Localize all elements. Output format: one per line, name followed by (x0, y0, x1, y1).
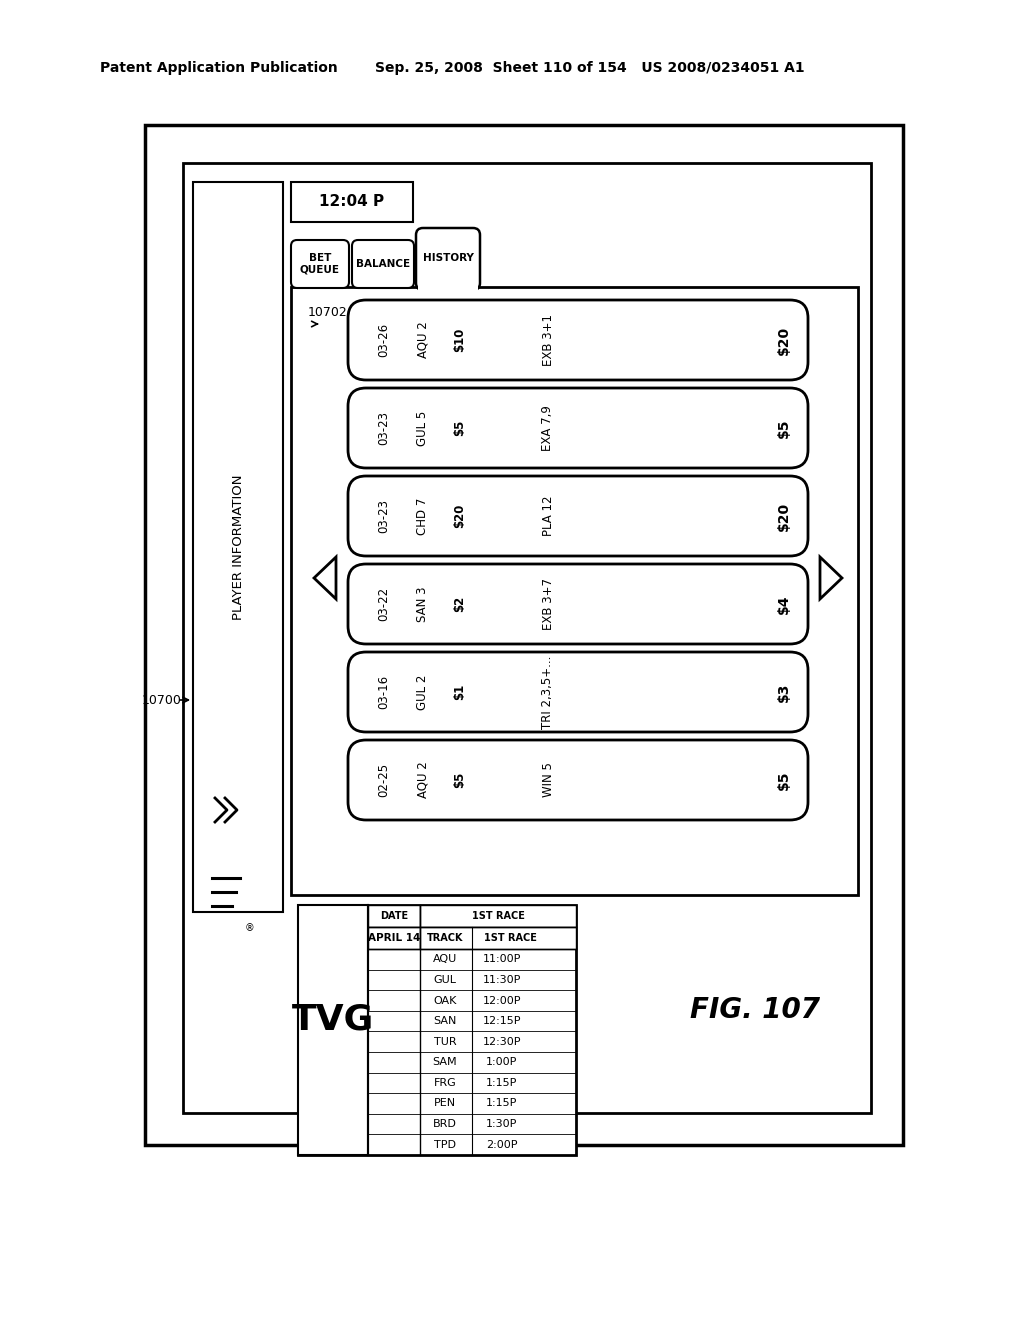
FancyBboxPatch shape (291, 240, 349, 288)
Text: FRG: FRG (433, 1078, 457, 1088)
Text: TRI 2,3,5+...: TRI 2,3,5+... (542, 655, 555, 729)
Text: 1:15P: 1:15P (486, 1098, 518, 1109)
Text: AQU 2: AQU 2 (417, 762, 429, 799)
Text: $20: $20 (454, 504, 467, 528)
Bar (145, 125, 903, 1144)
Text: $20: $20 (777, 326, 791, 355)
Bar (183, 162, 871, 1113)
Text: GUL 5: GUL 5 (417, 411, 429, 446)
Text: 12:00P: 12:00P (482, 995, 521, 1006)
FancyBboxPatch shape (348, 741, 808, 820)
FancyBboxPatch shape (352, 240, 414, 288)
Bar (420, 927, 575, 949)
Text: EXA 7,9: EXA 7,9 (542, 405, 555, 451)
Text: $3: $3 (777, 682, 791, 702)
Text: $5: $5 (454, 420, 467, 436)
Text: $5: $5 (454, 772, 467, 788)
Polygon shape (314, 557, 336, 599)
FancyBboxPatch shape (348, 652, 808, 733)
Text: BRD: BRD (433, 1119, 457, 1129)
Text: TPD: TPD (434, 1139, 456, 1150)
Text: $10: $10 (454, 327, 467, 352)
Text: 12:15P: 12:15P (482, 1016, 521, 1026)
Text: 02-25: 02-25 (378, 763, 390, 797)
Text: 1ST RACE: 1ST RACE (483, 933, 537, 942)
Bar (368, 906, 420, 927)
Text: $2: $2 (454, 595, 467, 612)
Text: Sep. 25, 2008  Sheet 110 of 154   US 2008/0234051 A1: Sep. 25, 2008 Sheet 110 of 154 US 2008/0… (375, 61, 805, 75)
Text: HISTORY: HISTORY (423, 253, 473, 263)
Polygon shape (820, 557, 842, 599)
Text: GUL: GUL (433, 975, 457, 985)
FancyBboxPatch shape (348, 300, 808, 380)
FancyBboxPatch shape (416, 228, 480, 290)
Text: $20: $20 (777, 502, 791, 531)
Bar (291, 286, 858, 895)
Text: 10702: 10702 (308, 305, 348, 318)
Bar (291, 182, 413, 222)
Text: 1ST RACE: 1ST RACE (472, 911, 524, 921)
Text: SAN: SAN (433, 1016, 457, 1026)
Bar (193, 182, 283, 912)
Text: AQU: AQU (433, 954, 457, 965)
Text: DATE: DATE (380, 911, 408, 921)
Text: 03-23: 03-23 (378, 411, 390, 445)
Text: 1:15P: 1:15P (486, 1078, 518, 1088)
FancyBboxPatch shape (348, 564, 808, 644)
Text: FIG. 107: FIG. 107 (690, 997, 820, 1024)
Text: 03-16: 03-16 (378, 675, 390, 709)
Text: OAK: OAK (433, 995, 457, 1006)
Text: $1: $1 (454, 684, 467, 700)
Text: BALANCE: BALANCE (356, 259, 410, 269)
Text: 2:00P: 2:00P (486, 1139, 518, 1150)
Text: 12:04 P: 12:04 P (319, 194, 385, 210)
Text: BET
QUEUE: BET QUEUE (300, 253, 340, 275)
Text: GUL 2: GUL 2 (417, 675, 429, 710)
Bar (298, 906, 368, 1155)
Text: PEN: PEN (434, 1098, 456, 1109)
Text: ®: ® (245, 923, 255, 933)
Text: 10700: 10700 (142, 693, 182, 706)
Text: $5: $5 (777, 771, 791, 789)
Bar (418, 282, 478, 294)
Text: 11:30P: 11:30P (482, 975, 521, 985)
Bar (368, 927, 420, 949)
Text: 03-23: 03-23 (378, 499, 390, 533)
Text: 03-26: 03-26 (378, 323, 390, 358)
FancyBboxPatch shape (348, 388, 808, 469)
Text: 12:30P: 12:30P (482, 1036, 521, 1047)
Bar (298, 906, 575, 1155)
Text: EXB 3+1: EXB 3+1 (542, 314, 555, 366)
Text: CHD 7: CHD 7 (417, 498, 429, 535)
Text: 03-22: 03-22 (378, 587, 390, 622)
Text: TUR: TUR (434, 1036, 457, 1047)
Text: EXB 3+7: EXB 3+7 (542, 578, 555, 630)
Text: Patent Application Publication: Patent Application Publication (100, 61, 338, 75)
Text: $4: $4 (777, 594, 791, 614)
Text: TVG: TVG (292, 1003, 374, 1038)
Text: AQU 2: AQU 2 (417, 322, 429, 358)
Text: $5: $5 (777, 418, 791, 438)
Text: APRIL 14: APRIL 14 (368, 933, 420, 942)
Text: PLAYER INFORMATION: PLAYER INFORMATION (231, 474, 245, 620)
Text: WIN 5: WIN 5 (542, 763, 555, 797)
Text: 1:00P: 1:00P (486, 1057, 518, 1068)
Text: 1:30P: 1:30P (486, 1119, 518, 1129)
Text: PLA 12: PLA 12 (542, 496, 555, 536)
Text: SAN 3: SAN 3 (417, 586, 429, 622)
Text: 11:00P: 11:00P (482, 954, 521, 965)
FancyBboxPatch shape (348, 477, 808, 556)
Text: TRACK: TRACK (427, 933, 463, 942)
Text: SAM: SAM (433, 1057, 458, 1068)
Bar (420, 906, 575, 927)
